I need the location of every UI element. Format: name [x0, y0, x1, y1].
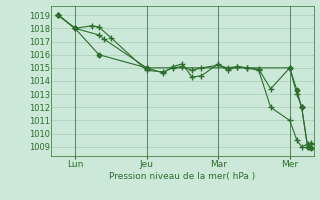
X-axis label: Pression niveau de la mer( hPa ): Pression niveau de la mer( hPa ) — [109, 172, 256, 181]
